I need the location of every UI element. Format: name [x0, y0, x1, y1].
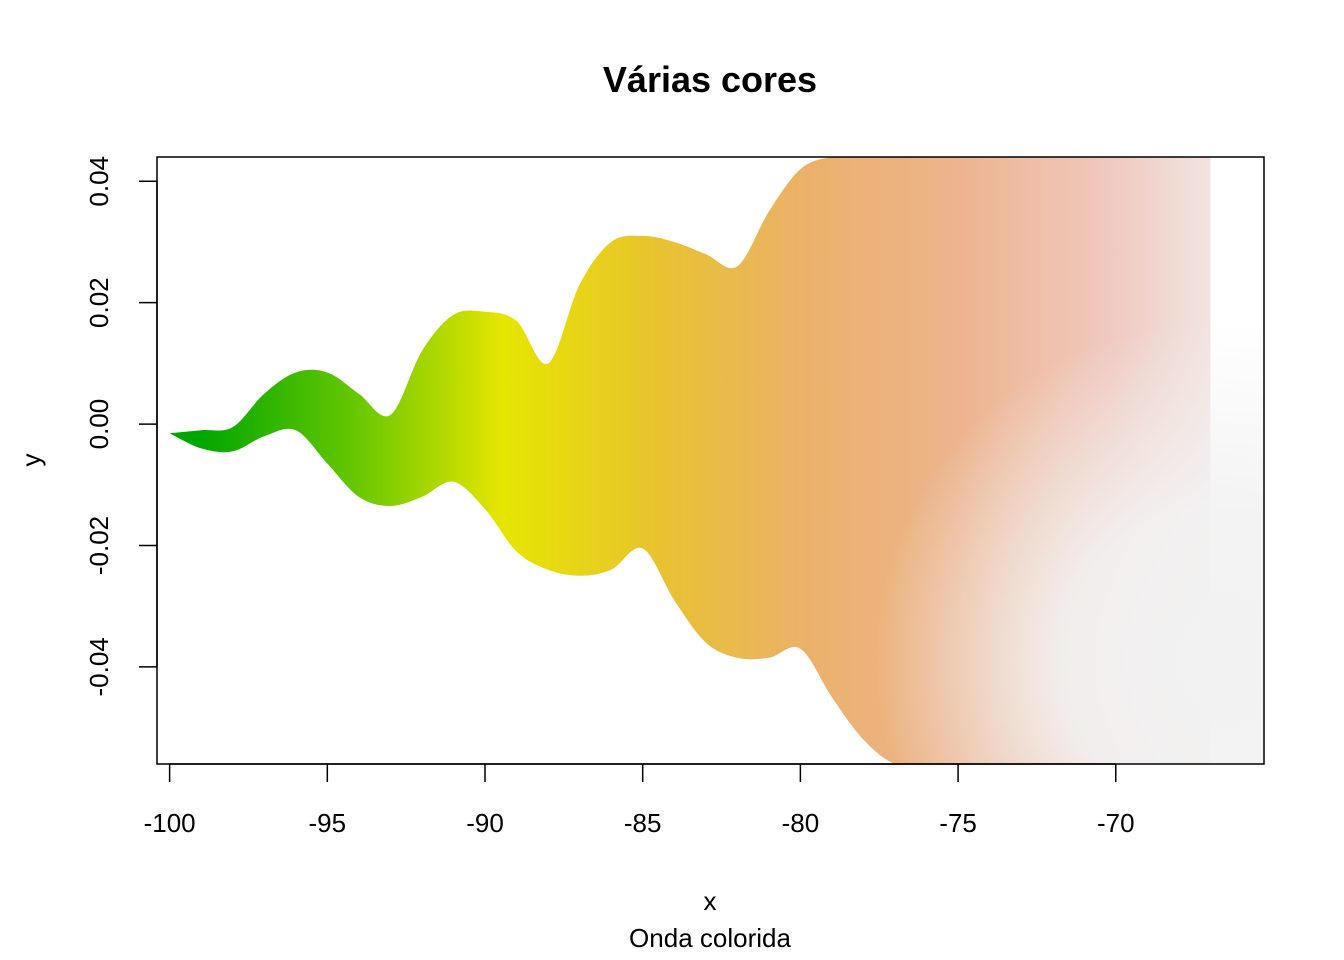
y-tick-label: 0.00 — [84, 399, 114, 450]
plot-area — [169, 157, 1264, 764]
y-axis: -0.04 -0.02 0.00 0.02 0.04 — [84, 156, 158, 697]
x-tick-label: -95 — [309, 808, 347, 838]
x-tick-label: -100 — [144, 808, 196, 838]
chart-subtitle: Onda colorida — [629, 923, 791, 953]
chart-title: Várias cores — [603, 59, 817, 100]
y-tick-label: 0.02 — [84, 277, 114, 328]
x-tick-label: -70 — [1097, 808, 1135, 838]
x-axis: -100 -95 -90 -85 -80 -75 -70 — [144, 763, 1135, 838]
y-tick-label: 0.04 — [84, 156, 114, 207]
y-tick-label: -0.02 — [84, 516, 114, 575]
y-axis-label: y — [16, 454, 46, 467]
x-tick-label: -80 — [782, 808, 820, 838]
series-fade — [874, 324, 1264, 764]
x-tick-label: -85 — [624, 808, 662, 838]
x-tick-label: -90 — [466, 808, 504, 838]
y-tick-label: -0.04 — [84, 637, 114, 696]
x-axis-label: x — [704, 886, 717, 916]
series-bands — [169, 157, 1264, 764]
x-tick-label: -75 — [939, 808, 977, 838]
